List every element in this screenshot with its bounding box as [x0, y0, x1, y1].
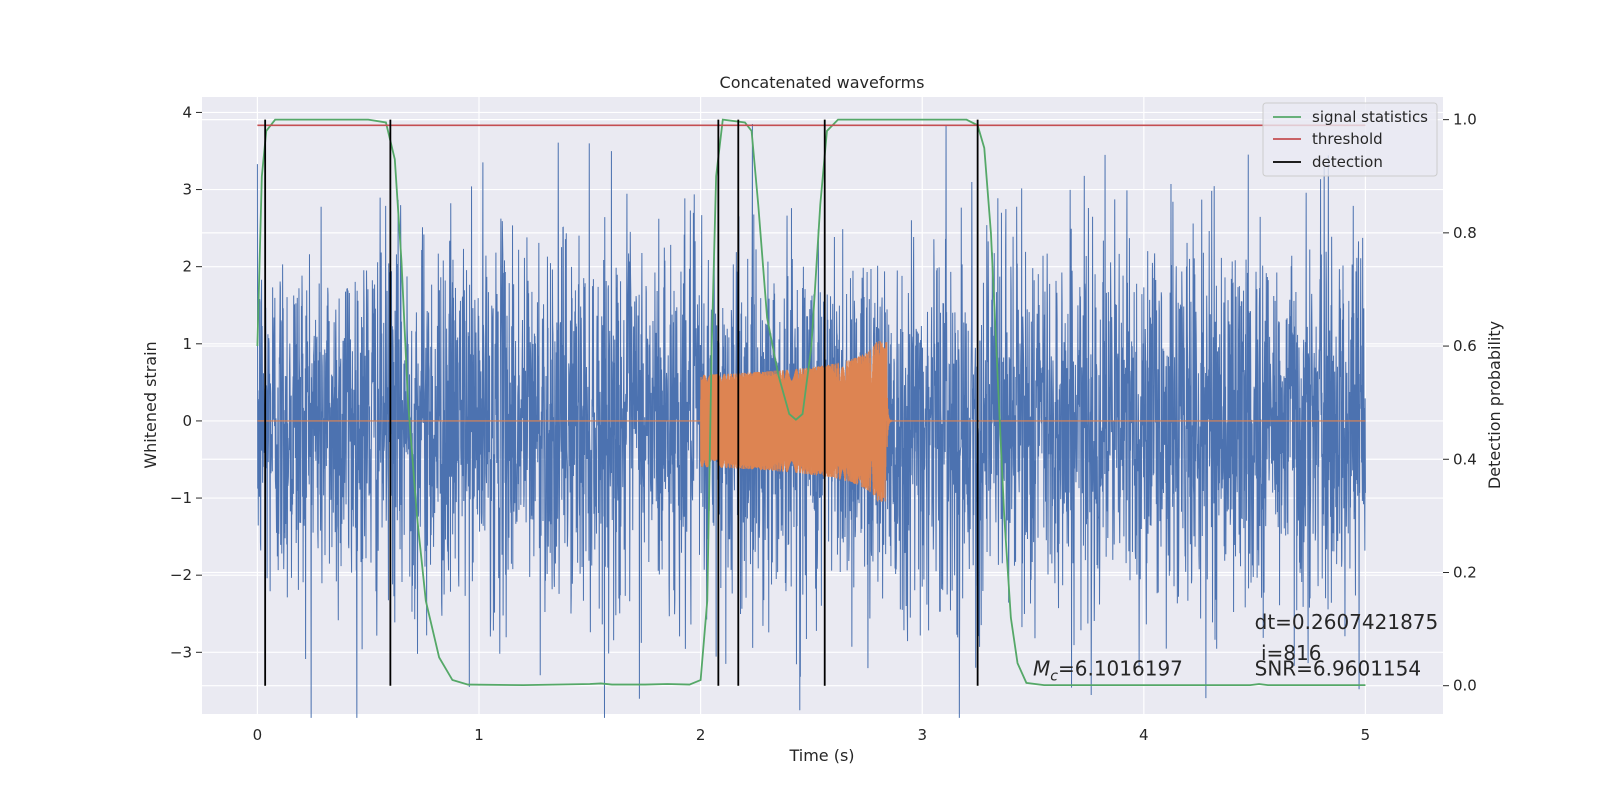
x-tick-label: 1: [474, 726, 484, 744]
legend-label-threshold: threshold: [1312, 130, 1383, 148]
snr-annotation: SNR=6.9601154: [1255, 656, 1421, 680]
legend: signal statistics threshold detection: [1262, 102, 1438, 177]
dt-annotation: dt=0.2607421875: [1255, 610, 1439, 634]
y2-tick-label: 0.2: [1453, 563, 1477, 581]
axes-layer: 0 1 2 3 4 5 −3 −2 −1 0 1 2 3 4 0.0 0.2 0.4 0.6 0.8 1.0: [170, 103, 1477, 744]
y-tick-label: 4: [182, 103, 192, 121]
y-tick-label: 0: [182, 412, 192, 430]
y-axis-label: Whitened strain: [141, 341, 160, 468]
y-tick-label: −2: [170, 566, 192, 584]
y-tick-label: 2: [182, 258, 192, 276]
y2-tick-label: 0.8: [1453, 224, 1477, 242]
x-tick-label: 0: [253, 726, 263, 744]
x-tick-label: 3: [917, 726, 927, 744]
legend-label-detection: detection: [1312, 153, 1383, 171]
x-tick-label: 5: [1361, 726, 1371, 744]
y2-axis-label: Detection probability: [1485, 321, 1504, 489]
chirp-mass-symbol: M: [1033, 656, 1050, 680]
chart-title: Concatenated waveforms: [720, 73, 925, 92]
chirp-mass-annotation: Mc=6.1016197: [1033, 656, 1183, 684]
y2-tick-label: 0.0: [1453, 677, 1477, 695]
annotations: Mc=6.1016197 dt=0.2607421875 i=816 SNR=6…: [1033, 610, 1438, 684]
y2-tick-label: 1.0: [1453, 111, 1477, 129]
x-tick-label: 4: [1139, 726, 1149, 744]
y-tick-label: 1: [182, 335, 192, 353]
index-annotation: i=816: [1255, 641, 1322, 665]
x-axis-label: Time (s): [788, 746, 854, 765]
y-tick-label: −1: [170, 489, 192, 507]
injected-signal-line: [257, 341, 1366, 502]
legend-label-signal-statistics: signal statistics: [1312, 108, 1428, 126]
y-tick-label: 3: [182, 181, 192, 199]
y2-tick-label: 0.6: [1453, 337, 1477, 355]
series-layer: [256, 118, 1366, 718]
legend-frame: [1262, 102, 1438, 177]
y2-tick-label: 0.4: [1453, 450, 1477, 468]
chirp-mass-subscript: c: [1050, 668, 1058, 684]
y-tick-label: −3: [170, 643, 192, 661]
signal-statistics-line: [256, 118, 1366, 687]
chirp-mass-value: =6.1016197: [1058, 656, 1183, 680]
x-tick-label: 2: [696, 726, 706, 744]
